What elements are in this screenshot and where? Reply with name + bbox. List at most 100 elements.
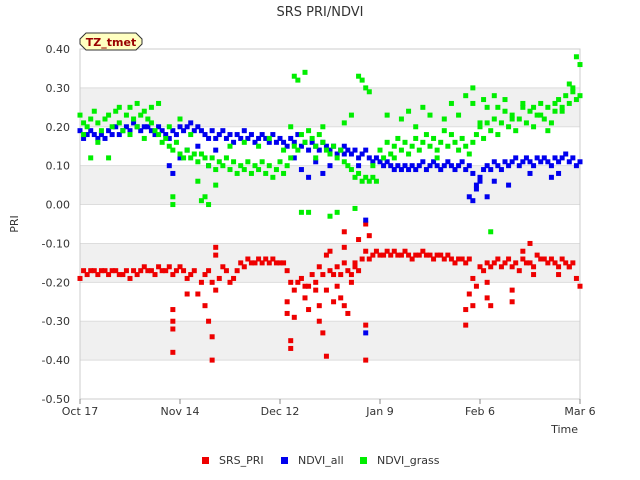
point-NDVI_grass bbox=[84, 124, 90, 130]
series-SRS_PRI bbox=[77, 221, 583, 363]
point-NDVI_all bbox=[548, 174, 554, 180]
point-NDVI_grass bbox=[363, 85, 369, 91]
point-SRS_PRI bbox=[109, 268, 115, 274]
point-NDVI_grass bbox=[131, 116, 137, 122]
point-NDVI_grass bbox=[238, 163, 244, 169]
y-tick-label: 0.40 bbox=[46, 43, 71, 56]
point-NDVI_grass bbox=[548, 120, 554, 126]
point-SRS_PRI bbox=[113, 268, 119, 274]
point-NDVI_grass bbox=[566, 81, 572, 87]
point-SRS_PRI bbox=[341, 260, 347, 266]
point-NDVI_grass bbox=[531, 124, 537, 130]
point-SRS_PRI bbox=[152, 272, 158, 278]
point-SRS_PRI bbox=[313, 279, 319, 285]
point-NDVI_all bbox=[484, 163, 490, 169]
point-NDVI_all bbox=[373, 155, 379, 161]
series-NDVI_all bbox=[77, 120, 583, 336]
y-tick-label: -0.20 bbox=[42, 276, 70, 289]
point-NDVI_grass bbox=[448, 132, 454, 138]
point-NDVI_all bbox=[248, 132, 254, 138]
point-NDVI_all bbox=[223, 135, 229, 141]
point-NDVI_grass bbox=[134, 124, 140, 130]
point-NDVI_grass bbox=[241, 139, 247, 145]
point-SRS_PRI bbox=[509, 299, 515, 305]
point-SRS_PRI bbox=[156, 264, 162, 270]
point-NDVI_all bbox=[156, 124, 162, 130]
point-SRS_PRI bbox=[256, 256, 262, 262]
point-SRS_PRI bbox=[298, 275, 304, 281]
y-tick-label: -0.40 bbox=[42, 354, 70, 367]
point-NDVI_grass bbox=[284, 163, 290, 169]
point-NDVI_grass bbox=[484, 104, 490, 110]
point-NDVI_all bbox=[538, 159, 544, 165]
point-NDVI_grass bbox=[266, 135, 272, 141]
point-NDVI_all bbox=[159, 128, 165, 134]
point-SRS_PRI bbox=[445, 252, 451, 258]
point-SRS_PRI bbox=[509, 264, 515, 270]
point-NDVI_grass bbox=[277, 159, 283, 165]
point-SRS_PRI bbox=[202, 303, 208, 309]
point-NDVI_all bbox=[88, 128, 94, 134]
point-NDVI_all bbox=[438, 167, 444, 173]
point-NDVI_grass bbox=[448, 100, 454, 106]
point-NDVI_grass bbox=[313, 143, 319, 149]
point-SRS_PRI bbox=[366, 233, 372, 239]
point-SRS_PRI bbox=[331, 299, 337, 305]
point-NDVI_all bbox=[456, 163, 462, 169]
point-NDVI_grass bbox=[116, 120, 122, 126]
point-NDVI_all bbox=[359, 151, 365, 157]
point-NDVI_grass bbox=[195, 159, 201, 165]
point-NDVI_grass bbox=[302, 69, 308, 75]
point-NDVI_grass bbox=[256, 167, 262, 173]
point-NDVI_all bbox=[556, 159, 562, 165]
point-NDVI_grass bbox=[395, 135, 401, 141]
point-NDVI_grass bbox=[191, 151, 197, 157]
point-SRS_PRI bbox=[523, 260, 529, 266]
point-SRS_PRI bbox=[320, 272, 326, 278]
point-SRS_PRI bbox=[556, 264, 562, 270]
point-NDVI_all bbox=[548, 163, 554, 169]
point-NDVI_grass bbox=[95, 120, 101, 126]
legend: SRS_PRI NDVI_all NDVI_grass bbox=[202, 454, 440, 467]
point-NDVI_all bbox=[406, 167, 412, 173]
point-NDVI_grass bbox=[409, 143, 415, 149]
point-NDVI_all bbox=[291, 155, 297, 161]
point-SRS_PRI bbox=[345, 310, 351, 316]
point-NDVI_grass bbox=[384, 112, 390, 118]
point-NDVI_grass bbox=[370, 174, 376, 180]
point-SRS_PRI bbox=[277, 260, 283, 266]
point-SRS_PRI bbox=[220, 264, 226, 270]
point-NDVI_grass bbox=[373, 178, 379, 184]
point-NDVI_all bbox=[216, 132, 222, 138]
point-NDVI_grass bbox=[495, 104, 501, 110]
point-NDVI_all bbox=[488, 167, 494, 173]
point-NDVI_grass bbox=[416, 147, 422, 153]
point-NDVI_all bbox=[163, 132, 169, 138]
point-SRS_PRI bbox=[527, 240, 533, 246]
point-SRS_PRI bbox=[391, 248, 397, 254]
point-SRS_PRI bbox=[573, 275, 579, 281]
point-NDVI_all bbox=[363, 147, 369, 153]
point-NDVI_all bbox=[252, 139, 258, 145]
point-NDVI_all bbox=[477, 178, 483, 184]
point-NDVI_all bbox=[184, 124, 190, 130]
point-SRS_PRI bbox=[495, 256, 501, 262]
point-NDVI_all bbox=[556, 170, 562, 176]
point-SRS_PRI bbox=[316, 303, 322, 309]
point-SRS_PRI bbox=[84, 272, 90, 278]
point-NDVI_all bbox=[198, 128, 204, 134]
point-SRS_PRI bbox=[563, 260, 569, 266]
point-NDVI_grass bbox=[198, 151, 204, 157]
point-SRS_PRI bbox=[170, 318, 176, 324]
point-SRS_PRI bbox=[341, 244, 347, 250]
point-NDVI_all bbox=[463, 167, 469, 173]
point-NDVI_grass bbox=[534, 112, 540, 118]
point-NDVI_grass bbox=[331, 143, 337, 149]
point-NDVI_all bbox=[177, 124, 183, 130]
point-NDVI_all bbox=[145, 124, 151, 130]
point-SRS_PRI bbox=[320, 330, 326, 336]
point-NDVI_grass bbox=[177, 151, 183, 157]
point-NDVI_all bbox=[141, 124, 147, 130]
point-NDVI_grass bbox=[523, 120, 529, 126]
point-SRS_PRI bbox=[209, 357, 215, 363]
